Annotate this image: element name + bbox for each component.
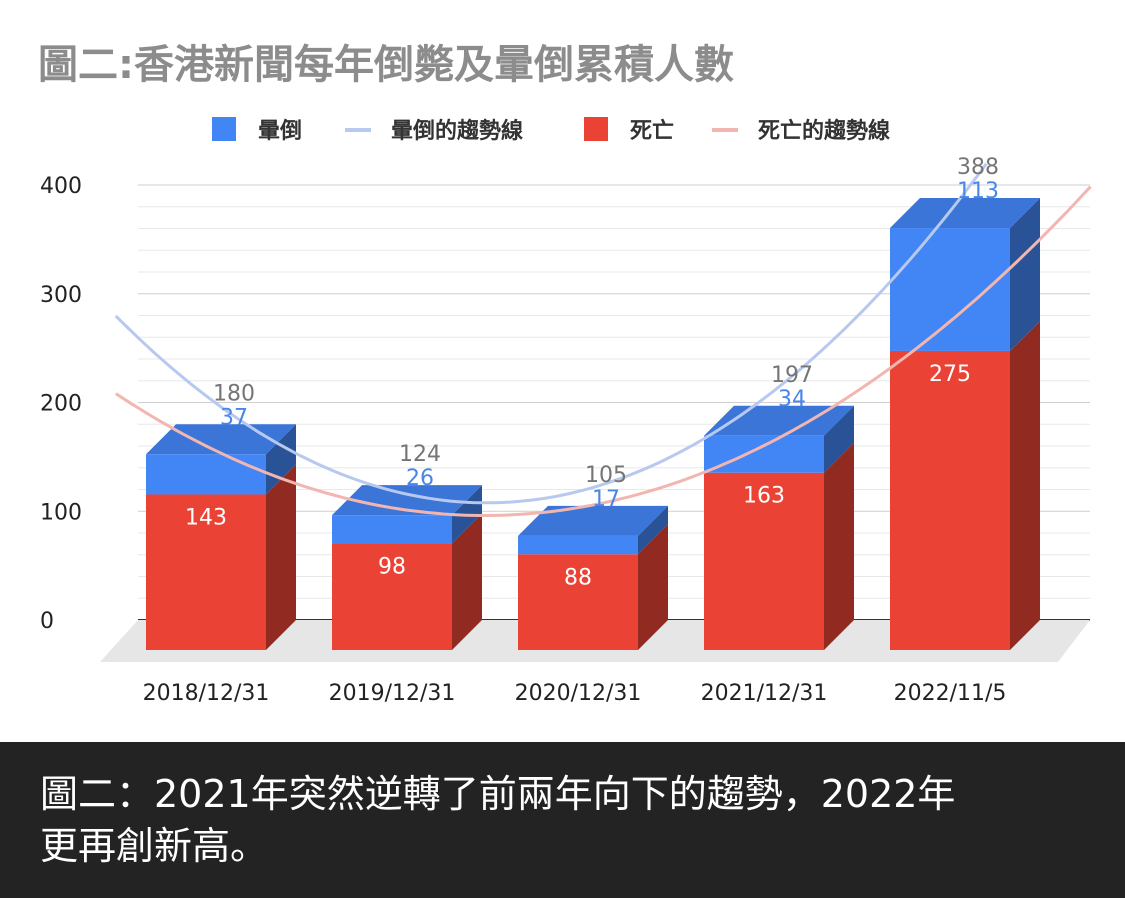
- bar-front: [518, 535, 638, 555]
- y-tick-label: 300: [40, 283, 82, 308]
- data-label-deaths: 163: [743, 484, 785, 509]
- data-label-collapses: 37: [220, 405, 248, 430]
- bar-front: [704, 435, 824, 473]
- data-label-total: 388: [957, 155, 999, 180]
- bar-collapses-2: [518, 505, 668, 555]
- bar-deaths-4: [890, 320, 1040, 650]
- legend-item-0: 暈倒: [212, 117, 302, 144]
- legend: 暈倒 暈倒的趨勢線 死亡 死亡的趨勢線: [212, 117, 890, 144]
- x-tick-label: 2019/12/31: [329, 681, 456, 706]
- bar-deaths-1: [332, 513, 482, 650]
- chart-title: 圖二:香港新聞每年倒斃及暈倒累積人數: [38, 42, 734, 88]
- data-label-collapses: 26: [406, 466, 434, 491]
- data-label-collapses: 34: [778, 387, 806, 412]
- data-label-total: 180: [213, 381, 255, 406]
- bar-front: [518, 554, 638, 650]
- bar-side: [452, 513, 482, 650]
- legend-item-2: 死亡: [584, 117, 674, 144]
- legend-swatch: [212, 117, 236, 141]
- data-label-deaths: 88: [564, 565, 592, 590]
- bar-top: [518, 505, 668, 536]
- bar-side: [1010, 320, 1040, 650]
- bar-deaths-3: [704, 442, 854, 650]
- y-tick-label: 200: [40, 392, 82, 417]
- caption-line-2: 更再創新高。: [40, 824, 269, 868]
- data-label-deaths: 98: [378, 554, 406, 579]
- bar-front: [890, 350, 1010, 650]
- y-axis: 0 100 200 300 400: [40, 174, 82, 634]
- bar-front: [146, 494, 266, 650]
- chart-area: 圖二:香港新聞每年倒斃及暈倒累積人數 143 37 180 98 26 124 88 17 10…: [38, 42, 1092, 706]
- bar-collapses-0: [146, 424, 296, 495]
- legend-item-3: 死亡的趨勢線: [712, 118, 890, 144]
- x-axis: 2018/12/31 2019/12/31 2020/12/31 2021/12/31…: [143, 681, 1007, 706]
- bar-collapses-3: [704, 405, 854, 473]
- x-tick-label: 2022/11/5: [894, 681, 1007, 706]
- bar-side: [824, 405, 854, 473]
- legend-label: 死亡: [630, 118, 674, 144]
- data-label-total: 105: [585, 463, 627, 488]
- data-label-total: 197: [771, 363, 813, 388]
- bar-collapses-4: [890, 198, 1040, 351]
- caption-line-1: 圖二：2021年突然逆轉了前兩年向下的趨勢，2022年: [40, 772, 956, 816]
- trendline-collapses: [114, 162, 988, 505]
- bar-side: [1010, 198, 1040, 351]
- legend-item-1: 暈倒的趨勢線: [345, 118, 523, 144]
- y-tick-label: 0: [40, 609, 54, 634]
- bar-front: [332, 515, 452, 544]
- bar-front: [704, 472, 824, 650]
- x-tick-label: 2021/12/31: [701, 681, 828, 706]
- data-label-collapses: 113: [957, 179, 999, 204]
- data-label-deaths: 143: [185, 505, 227, 530]
- bar-front: [332, 543, 452, 650]
- y-tick-label: 400: [40, 174, 82, 199]
- bar-side: [824, 442, 854, 650]
- chart-svg: 圖二:香港新聞每年倒斃及暈倒累積人數 143371809826124881710…: [38, 42, 1092, 706]
- bar-front: [146, 454, 266, 495]
- bar-front: [890, 228, 1010, 351]
- bar-deaths-0: [146, 464, 296, 650]
- x-tick-label: 2018/12/31: [143, 681, 270, 706]
- legend-label: 暈倒: [258, 119, 302, 144]
- trendlines: [114, 162, 1092, 517]
- bar-side: [266, 464, 296, 650]
- bar-side: [638, 524, 668, 650]
- bar-side: [638, 505, 668, 555]
- bar-top: [890, 198, 1040, 229]
- trendline-deaths: [114, 185, 1092, 517]
- legend-label: 死亡的趨勢線: [758, 118, 890, 144]
- y-tick-label: 100: [40, 500, 82, 525]
- caption: 圖二：2021年突然逆轉了前兩年向下的趨勢，2022年 更再創新高。: [0, 742, 1125, 898]
- x-tick-label: 2020/12/31: [515, 681, 642, 706]
- data-label-total: 124: [399, 442, 441, 467]
- legend-swatch: [584, 117, 608, 141]
- legend-label: 暈倒的趨勢線: [391, 118, 523, 144]
- bar-deaths-2: [518, 524, 668, 650]
- data-label-deaths: 275: [929, 362, 971, 387]
- data-label-collapses: 17: [592, 487, 620, 512]
- bar-top: [332, 485, 482, 516]
